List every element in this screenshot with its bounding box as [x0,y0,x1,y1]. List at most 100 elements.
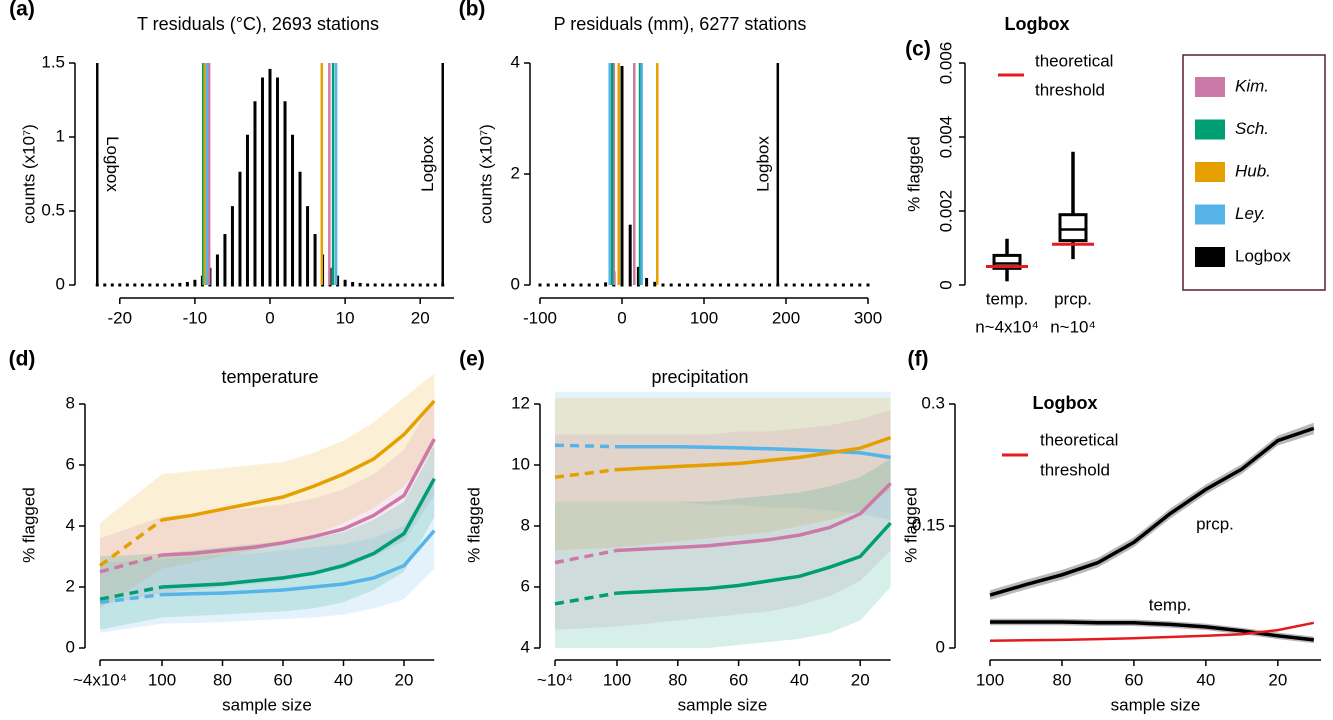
y-tick-label: 4 [511,52,520,71]
x-axis-label: sample size [222,695,312,714]
x-tick-label: 10 [336,308,355,327]
y-tick-label: 0.3 [921,393,945,412]
x-tick-label: ~4x10⁴ [73,670,127,689]
y-tick-label: 1.5 [41,52,65,71]
x-tick-label: 20 [411,308,430,327]
band [555,397,891,551]
panel-title: Logbox [1005,14,1070,34]
legend-swatch [1195,162,1225,182]
x-tick-label: n~4x10⁴ [975,317,1039,336]
y-axis-label: % flagged [464,487,483,563]
panel-title: precipitation [651,367,748,387]
panel-letter: (c) [905,38,931,61]
series-line [616,521,892,595]
x-tick-label: 100 [148,670,176,689]
panel-title: temperature [221,367,318,387]
x-tick-label: 60 [729,670,748,689]
y-tick-label: 0 [66,637,75,656]
band [100,373,435,609]
series-line-dashed [554,548,618,565]
y-tick-label: 0.5 [41,200,65,219]
x-axis-label: sample size [1111,695,1201,714]
box [1058,213,1088,243]
series-line [989,426,1315,597]
x-tick-label: 80 [1052,670,1071,689]
y-tick-label: 12 [511,393,530,412]
y-tick-label: 10 [511,454,530,473]
x-tick-label: 100 [976,670,1004,689]
y-tick-label: 8 [521,515,530,534]
legend-label: Sch. [1235,119,1269,138]
x-tick-label: 300 [854,308,882,327]
x-tick-label: temp. [986,289,1029,308]
legend-label: Logbox [1235,246,1291,265]
x-tick-label: 60 [274,670,293,689]
y-tick-label: 0 [936,280,955,289]
series-line-dashed [554,467,618,479]
y-tick-label: 0.004 [936,116,955,159]
band [990,618,1314,644]
panel-letter: (e) [459,348,485,371]
x-tick-label: 100 [690,308,718,327]
panel-title: T residuals (°C), 2693 stations [137,14,379,34]
y-tick-label: 4 [66,515,75,534]
legend-swatch [1195,77,1225,97]
x-tick-label: 200 [772,308,800,327]
legend-swatch [1195,204,1225,225]
line-label: Logbox [753,136,772,192]
series-line [616,482,892,553]
series-line-dashed [99,553,163,574]
panel-letter: (d) [9,348,36,371]
x-tick-label: 60 [1124,670,1143,689]
x-tick-label: 40 [790,670,809,689]
y-axis-label: % flagged [904,136,923,212]
series-line-dashed [554,591,618,606]
legend-label: Hub. [1235,161,1271,180]
band [555,458,891,648]
series-line-dashed [98,518,164,568]
x-tick-label: 0 [617,308,626,327]
y-tick-label: 0 [936,637,945,656]
x-axis-label: sample size [678,695,768,714]
x-tick-label: 20 [395,670,414,689]
y-tick-label: 0.006 [936,42,955,85]
x-tick-label: 80 [668,670,687,689]
series-line [161,399,436,522]
x-tick-label: -20 [108,308,133,327]
series-line-dashed [99,592,163,605]
x-tick-label: 20 [1268,670,1287,689]
line-annotation: temp. [1149,595,1192,614]
series-line-dashed [99,585,163,601]
y-tick-label: 8 [66,393,75,412]
series-line [161,477,436,589]
y-tick-label: 6 [521,576,530,595]
x-tick-label: 20 [851,670,870,689]
x-tick-label: 100 [603,670,631,689]
legend-label: theoretical [1040,430,1118,449]
y-tick-label: 0 [511,274,520,293]
y-tick-label: 2 [511,163,520,182]
y-tick-label: 6 [66,454,75,473]
y-tick-label: 0 [56,274,65,293]
x-tick-label: -100 [523,308,557,327]
legend-label: Kim. [1235,76,1269,95]
legend-box [1182,54,1326,291]
line-label: Logbox [418,136,437,192]
panel-letter: (a) [9,0,35,21]
series-line [161,529,436,597]
y-axis-label: counts (x10⁷) [476,124,495,224]
panel-title: P residuals (mm), 6277 stations [554,14,807,34]
y-tick-label: 1 [56,126,65,145]
legend-label: threshold [1035,80,1105,99]
y-tick-label: 0.15 [912,515,945,534]
y-tick-label: 0.002 [936,190,955,233]
series-line [989,621,1315,642]
y-tick-label: 2 [66,576,75,595]
legend-label: theoretical [1035,51,1113,70]
y-tick-label: 4 [521,637,530,656]
x-tick-label: ~10⁴ [537,670,573,689]
y-axis-label: counts (x10⁷) [19,124,38,224]
x-tick-label: n~10⁴ [1050,317,1096,336]
legend-swatch [1195,119,1225,140]
